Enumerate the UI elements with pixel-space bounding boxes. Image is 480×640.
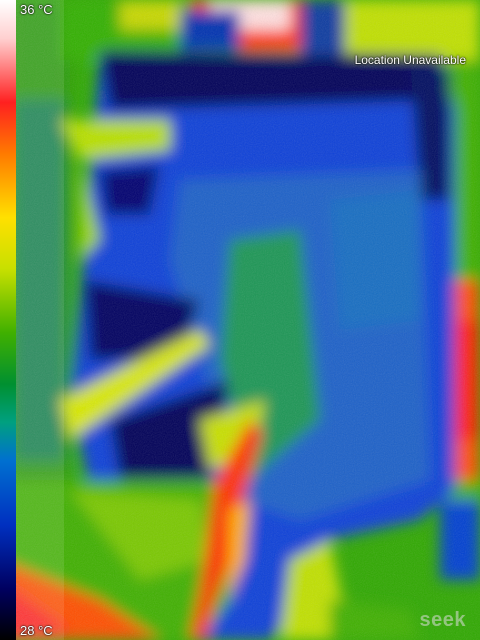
brand-logo: seek bbox=[419, 609, 466, 631]
min-temperature-label: 28 °C bbox=[20, 623, 53, 638]
max-temperature-label: 36 °C bbox=[20, 2, 53, 17]
scale-overlay-panel bbox=[16, 0, 64, 640]
temperature-scale-bar bbox=[0, 0, 16, 640]
location-status: Location Unavailable bbox=[354, 53, 466, 67]
